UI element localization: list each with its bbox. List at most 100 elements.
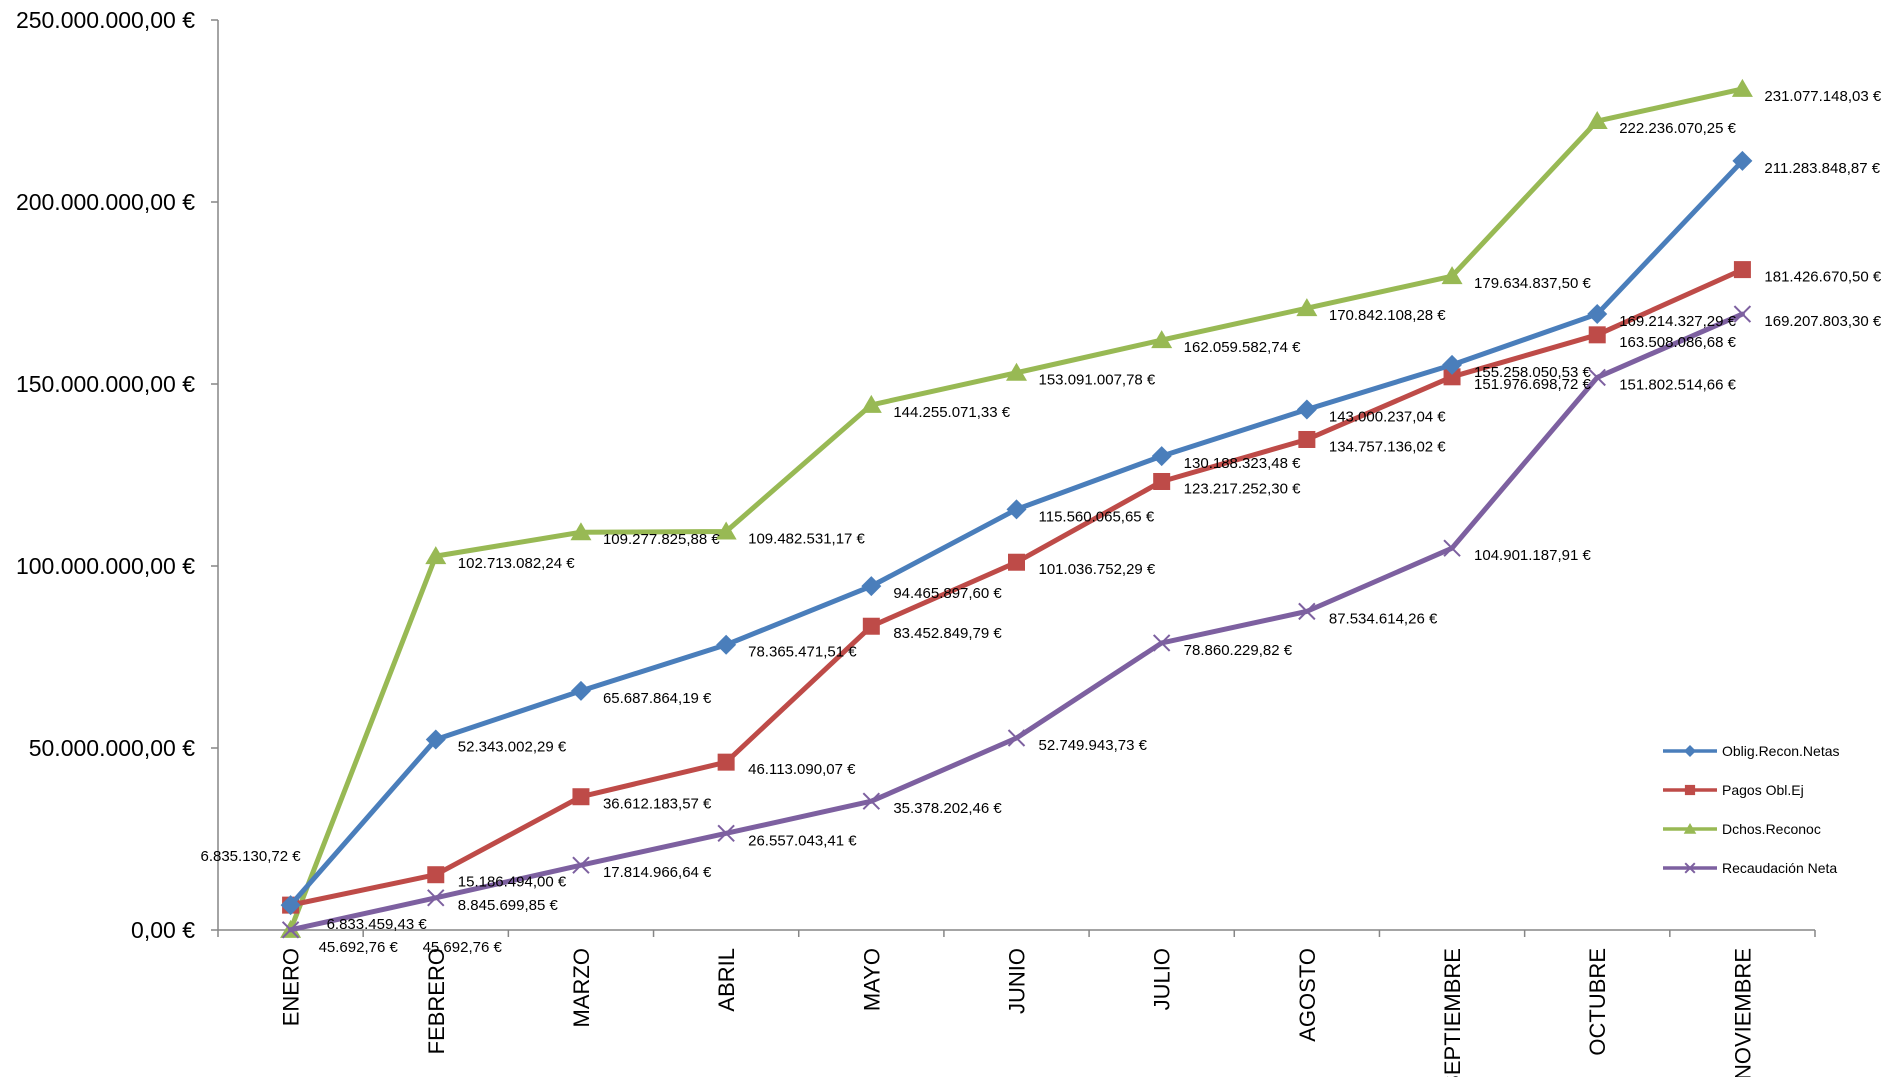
x-marker-stroke [717,824,735,843]
y-tick-label: 250.000.000,00 € [16,7,195,33]
data-label: 170.842.108,28 € [1329,307,1446,324]
data-label: 134.757.136,02 € [1329,438,1446,455]
legend-label: Pagos Obl.Ej [1722,782,1804,798]
data-label: 123.217.252,30 € [1184,480,1301,497]
data-label: 153.091.007,78 € [1039,372,1156,389]
x-tick-label: OCTUBRE [1585,948,1610,1056]
diamond-marker [1684,745,1696,757]
diamond-marker [570,680,591,701]
legend-item: Pagos Obl.Ej [1663,782,1804,798]
diamond-marker [1006,499,1027,520]
x-tick-label: SEPTIEMBRE [1440,948,1465,1077]
data-label: 222.236.070,25 € [1619,120,1736,137]
data-label: 181.426.670,50 € [1764,269,1881,286]
x-tick-label: MAYO [859,948,884,1011]
x-marker-stroke [1588,368,1606,387]
legend-item: Recaudación Neta [1663,860,1837,876]
triangle-marker [1731,78,1753,97]
y-tick-label: 50.000.000,00 € [29,735,195,761]
data-label: 104.901.187,91 € [1474,547,1591,564]
square-marker [1443,368,1461,386]
data-label: 36.612.183,57 € [603,796,712,813]
data-label: 45.692,76 € [423,939,503,956]
square-marker [1008,553,1025,571]
series-3 [281,305,1752,939]
x-marker [572,856,590,874]
triangle-marker [715,521,737,540]
data-label: 143.000.237,04 € [1329,408,1446,425]
data-label: 46.113.090,07 € [748,761,856,778]
series-0 [280,150,1753,916]
data-label: 162.059.582,74 € [1184,339,1301,356]
diamond-marker [1151,446,1172,467]
data-label: 130.188.323,48 € [1184,455,1301,472]
x-marker [1684,862,1696,874]
diamond-marker [1296,399,1317,420]
x-tick-label: JUNIO [1005,948,1030,1014]
data-label: 179.634.837,50 € [1474,275,1591,292]
diamond-marker [1442,354,1463,375]
x-marker-stroke [427,889,445,907]
legend-label: Oblig.Recon.Netas [1722,743,1840,759]
series-1 [282,261,1751,914]
diamond-marker [1732,150,1753,171]
data-label: 151.802.514,66 € [1619,376,1736,393]
diamond-marker [280,895,301,916]
data-label: 102.713.082,24 € [458,555,575,572]
x-marker [862,792,881,810]
data-label: 15.186.494,00 € [458,874,567,891]
square-marker [1733,261,1751,279]
x-tick-label: ABRIL [714,948,739,1012]
triangle-marker [425,546,447,565]
data-label: 169.214.327,29 € [1619,313,1736,330]
data-label: 87.534.614,26 € [1329,610,1438,627]
square-marker [427,866,445,884]
chart-legend: Oblig.Recon.Netas Pagos Obl.Ej Dchos.Recon… [1663,743,1840,876]
data-label: 151.976.698,72 € [1474,376,1591,393]
x-marker-stroke [1443,539,1461,557]
y-tick-label: 100.000.000,00 € [16,553,195,579]
data-labels: 6.833.459,43 € 52.343.002,29 € 65.687.864,… [200,88,1881,956]
data-label: 6.835.130,72 € [200,848,301,865]
legend-item: Oblig.Recon.Netas [1663,743,1840,759]
x-marker-stroke [862,792,881,810]
data-label: 231.077.148,03 € [1764,88,1881,105]
square-marker [1684,784,1696,796]
x-marker [717,824,735,843]
diamond-marker [861,576,882,597]
x-marker-stroke [1733,305,1752,323]
data-label: 94.465.897,60 € [893,585,1002,602]
x-marker [1298,602,1316,621]
data-label: 8.845.699,85 € [458,897,559,914]
diamond-marker [1587,304,1608,325]
x-marker-stroke [281,921,300,939]
x-marker [1588,368,1606,387]
chart-axes [211,19,1816,937]
x-marker-stroke [1152,634,1171,652]
data-label: 52.749.943,73 € [1039,737,1148,754]
data-label: 144.255.071,33 € [893,404,1010,421]
x-tick-label: NOVIEMBRE [1730,948,1755,1077]
x-axis-tick-labels: ENERO FEBRERO MARZO ABRIL MAYO JUNIO JULIO AGOS… [279,948,1756,1077]
triangle-marker [1296,298,1318,317]
data-label: 52.343.002,29 € [458,738,567,755]
square-marker [572,788,590,806]
triangle-marker [1683,823,1697,834]
x-tick-label: JULIO [1150,948,1175,1010]
series-2 [280,78,1753,938]
chart-series [280,78,1753,939]
x-tick-label: AGOSTO [1295,948,1320,1042]
data-label: 17.814.966,64 € [603,864,712,881]
x-marker [427,889,445,907]
y-tick-label: 0,00 € [131,917,195,943]
triangle-marker [1441,266,1463,285]
x-marker [281,921,300,939]
data-label: 78.365.471,51 € [748,644,857,661]
triangle-marker [1006,362,1027,381]
square-marker [1588,326,1606,344]
diamond-marker [425,729,446,750]
series-line [288,158,1745,908]
data-label: 65.687.864,19 € [603,690,712,707]
x-marker [1007,729,1026,747]
